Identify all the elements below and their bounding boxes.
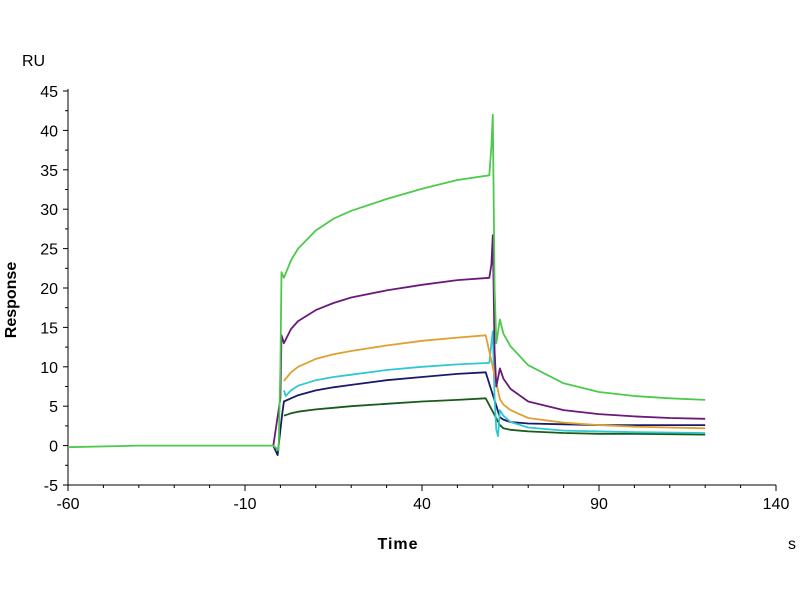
x-tick-label: -60 [56, 496, 79, 513]
y-unit-label: RU [22, 53, 45, 70]
x-tick-label: -10 [233, 496, 256, 513]
series-line-curve-2 [272, 234, 706, 446]
y-tick-label: 10 [40, 360, 58, 377]
series-line-curve-3 [283, 334, 706, 430]
x-tick-label: 90 [590, 496, 608, 513]
y-tick-label: 15 [40, 320, 58, 337]
series-line-curve-4 [283, 330, 706, 437]
y-tick-label: 0 [49, 439, 58, 456]
x-unit-label: s [788, 536, 796, 553]
y-tick-label: 45 [40, 84, 58, 101]
y-tick-label: -5 [44, 478, 58, 495]
series-line-curve-6 [283, 397, 706, 436]
y-tick-label: 20 [40, 281, 58, 298]
y-tick-label: 5 [49, 399, 58, 416]
x-tick-label: 40 [413, 496, 431, 513]
y-tick-label: 35 [40, 163, 58, 180]
x-tick-label: 140 [763, 496, 790, 513]
y-tick-label: 30 [40, 202, 58, 219]
x-axis-title: Time [377, 536, 418, 553]
y-tick-label: 25 [40, 242, 58, 259]
series-line-curve-1 [67, 113, 706, 452]
y-tick-label: 40 [40, 123, 58, 140]
y-axis-title: Response [3, 262, 20, 339]
series-line-curve-5 [272, 371, 706, 456]
